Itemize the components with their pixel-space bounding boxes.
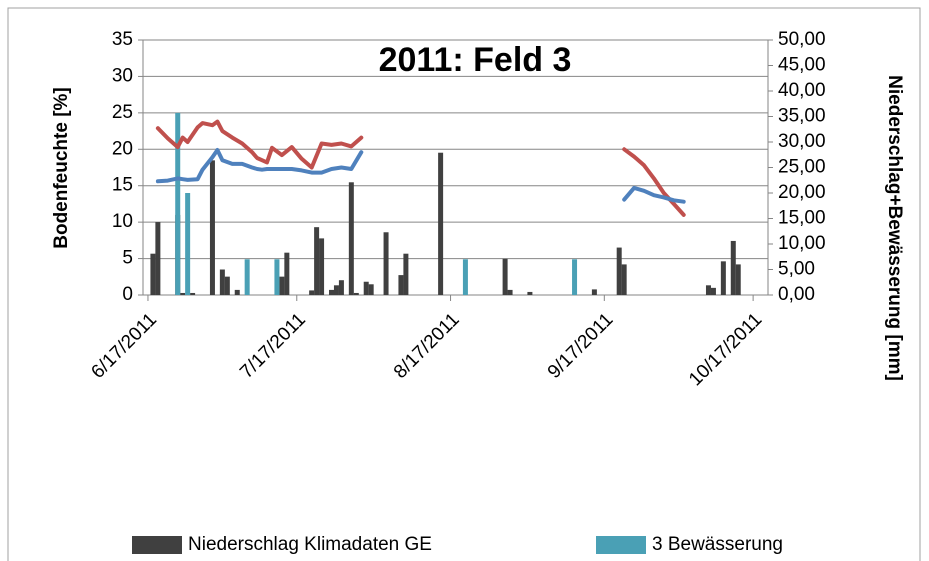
bar	[527, 291, 533, 295]
bar	[314, 227, 320, 295]
legend-label: Niederschlag Klimadaten GE	[188, 534, 432, 555]
y-axis-title: Bodenfeuchte [%]	[51, 87, 72, 249]
bar	[185, 193, 191, 295]
y2-tick-label: 25,00	[778, 157, 826, 178]
bar	[398, 275, 404, 295]
bar	[328, 289, 334, 295]
y2-tick-label: 40,00	[778, 80, 826, 101]
bar	[705, 285, 711, 295]
bar	[219, 269, 225, 295]
y2-tick-label: 50,00	[778, 29, 826, 50]
y2-tick-label: 5,00	[778, 259, 815, 280]
y-tick-label: 35	[112, 29, 133, 50]
y2-tick-label: 35,00	[778, 106, 826, 127]
bar	[209, 160, 215, 295]
legend-swatch	[596, 536, 646, 554]
chart-title: 2011: Feld 3	[379, 41, 572, 79]
legend-swatch	[132, 536, 182, 554]
y2-tick-label: 15,00	[778, 208, 826, 229]
bar	[353, 292, 359, 295]
bar	[621, 264, 627, 295]
y-tick-label: 10	[112, 211, 133, 232]
bar	[383, 232, 389, 295]
y-tick-label: 20	[112, 138, 133, 159]
y2-tick-label: 20,00	[778, 182, 826, 203]
bar	[244, 259, 250, 295]
y-tick-label: 30	[112, 65, 133, 86]
bar	[730, 240, 736, 295]
y-tick-label: 5	[122, 248, 133, 269]
line	[155, 119, 686, 217]
y-tick-label: 25	[112, 102, 133, 123]
bar	[284, 252, 290, 295]
bar	[720, 261, 726, 295]
y-tick-label: 0	[122, 284, 133, 305]
bar	[438, 152, 444, 295]
bar	[190, 292, 196, 295]
bar	[348, 182, 354, 295]
bar	[462, 259, 468, 295]
y2-tick-label: 45,00	[778, 55, 826, 76]
bar	[309, 290, 315, 295]
bar	[368, 284, 374, 295]
bar	[338, 280, 344, 295]
y2-tick-label: 0,00	[778, 284, 815, 305]
line	[155, 148, 686, 204]
bar	[363, 281, 369, 295]
bar	[572, 259, 578, 295]
bar	[175, 112, 181, 296]
bar	[710, 287, 716, 295]
bar	[502, 258, 508, 295]
bar	[507, 289, 513, 295]
bar	[155, 222, 161, 295]
legend-label: 3 Bewässerung	[652, 534, 783, 555]
y2-tick-label: 10,00	[778, 233, 826, 254]
y2-tick-label: 30,00	[778, 131, 826, 152]
bar	[274, 259, 280, 295]
y2-axis-title: Niederschlag+Bewässerung [mm]	[884, 75, 905, 381]
bar	[224, 276, 230, 295]
bar	[279, 276, 285, 295]
bar	[234, 289, 240, 295]
bar	[735, 264, 741, 295]
bar	[403, 253, 409, 295]
bar	[616, 247, 622, 295]
bar	[333, 285, 339, 295]
bar	[591, 289, 597, 295]
bar	[319, 238, 325, 295]
bar	[180, 292, 186, 295]
bar	[150, 253, 156, 295]
y-tick-label: 15	[112, 175, 133, 196]
